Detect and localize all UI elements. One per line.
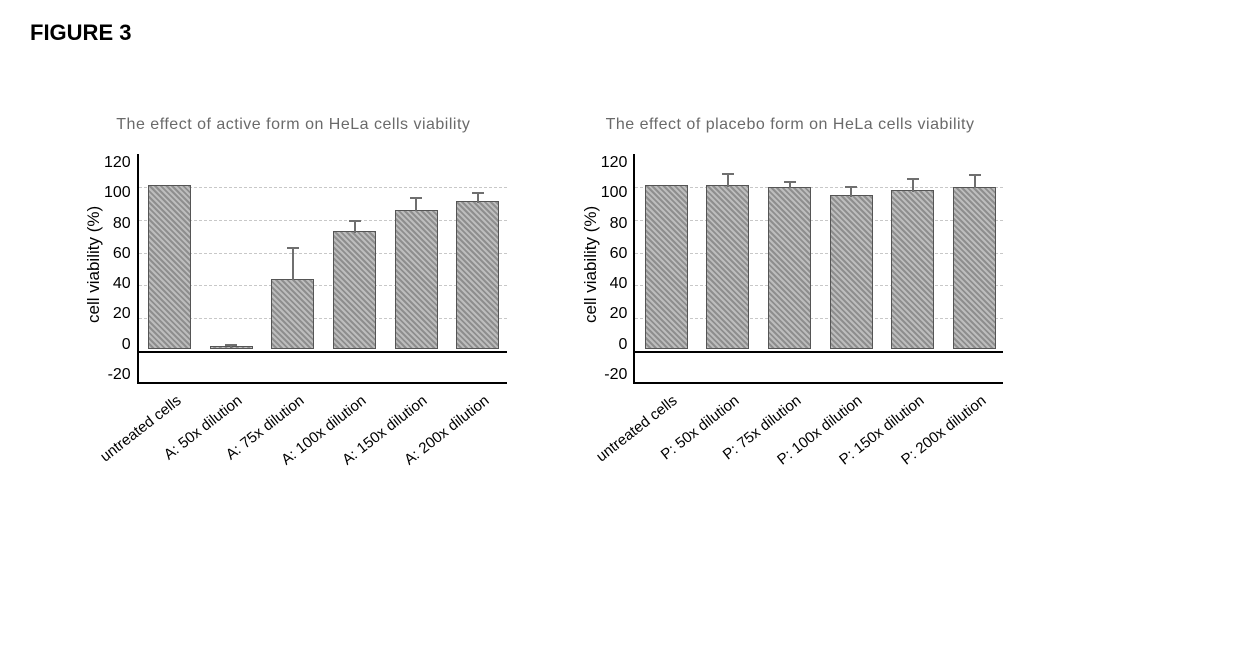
- bar: [830, 195, 873, 349]
- y-axis-label: cell viability (%): [577, 154, 601, 384]
- plot-wrap: 120 100 80 60 40 20 0 -20 untreated cellsP: 50x…: [601, 154, 1004, 514]
- gridline: [635, 187, 1003, 188]
- chart-panel-placebo: The effect of placebo form on HeLa cells…: [577, 116, 1004, 514]
- charts-row: The effect of active form on HeLa cells …: [30, 116, 1210, 514]
- y-ticks: 120 100 80 60 40 20 0 -20: [601, 154, 634, 384]
- x-ticks: untreated cellsA: 50x dilutionA: 75x dil…: [137, 384, 507, 514]
- error-bar: [292, 248, 294, 281]
- chart-body: cell viability (%) 120 100 80 60 40 20 0 -20 un…: [577, 154, 1004, 514]
- y-tick-label: 20: [601, 305, 628, 323]
- plot-wrap: 120 100 80 60 40 20 0 -20 untreated cellsA: 50x…: [104, 154, 507, 514]
- error-bar: [974, 175, 976, 188]
- error-bar: [850, 187, 852, 197]
- error-cap: [287, 247, 299, 249]
- y-tick-label: 20: [104, 305, 131, 323]
- gridline: [139, 253, 507, 254]
- y-tick-label: 0: [601, 336, 628, 354]
- error-cap: [845, 186, 857, 188]
- figure-heading: FIGURE 3: [30, 20, 1210, 46]
- bar: [395, 210, 438, 350]
- bar: [271, 279, 314, 350]
- error-cap: [907, 178, 919, 180]
- axis-row: 120 100 80 60 40 20 0 -20: [601, 154, 1004, 384]
- y-tick-label: -20: [601, 366, 628, 384]
- x-ticks: untreated cellsP: 50x dilutionP: 75x dil…: [633, 384, 1003, 514]
- error-bar: [415, 198, 417, 211]
- y-tick-label: 100: [104, 184, 131, 202]
- gridline: [139, 285, 507, 286]
- bar: [891, 190, 934, 349]
- bar: [953, 187, 996, 350]
- y-tick-label: 120: [601, 154, 628, 172]
- y-tick-label: 120: [104, 154, 131, 172]
- bar: [645, 185, 688, 349]
- error-cap: [225, 344, 237, 346]
- y-tick-label: -20: [104, 366, 131, 384]
- error-bar: [912, 179, 914, 192]
- bar: [456, 201, 499, 349]
- gridline: [139, 187, 507, 188]
- bar: [148, 185, 191, 349]
- error-cap: [969, 174, 981, 176]
- y-tick-label: 80: [104, 215, 131, 233]
- y-tick-label: 0: [104, 336, 131, 354]
- chart-title: The effect of placebo form on HeLa cells…: [606, 116, 975, 134]
- bar: [768, 187, 811, 350]
- error-cap: [722, 173, 734, 175]
- chart-title: The effect of active form on HeLa cells …: [116, 116, 470, 134]
- y-ticks: 120 100 80 60 40 20 0 -20: [104, 154, 137, 384]
- gridline: [635, 318, 1003, 319]
- gridline: [635, 285, 1003, 286]
- gridline: [139, 220, 507, 221]
- y-tick-label: 60: [601, 245, 628, 263]
- gridline: [635, 253, 1003, 254]
- y-tick-label: 100: [601, 184, 628, 202]
- y-tick-label: 40: [601, 275, 628, 293]
- error-bar: [727, 174, 729, 187]
- bar: [333, 231, 376, 349]
- gridline: [635, 220, 1003, 221]
- error-cap: [410, 197, 422, 199]
- error-cap: [349, 220, 361, 222]
- y-tick-label: 60: [104, 245, 131, 263]
- y-tick-label: 80: [601, 215, 628, 233]
- bar: [706, 185, 749, 349]
- zero-line: [139, 351, 507, 353]
- chart-body: cell viability (%) 120 100 80 60 40 20 0 -20 un…: [80, 154, 507, 514]
- bar-plot: [137, 154, 507, 384]
- error-bar: [477, 193, 479, 203]
- bar-plot: [633, 154, 1003, 384]
- y-axis-label: cell viability (%): [80, 154, 104, 384]
- chart-panel-active: The effect of active form on HeLa cells …: [80, 116, 507, 514]
- gridline: [139, 318, 507, 319]
- zero-line: [635, 351, 1003, 353]
- error-cap: [784, 181, 796, 183]
- error-cap: [472, 192, 484, 194]
- axis-row: 120 100 80 60 40 20 0 -20: [104, 154, 507, 384]
- error-bar: [354, 221, 356, 233]
- y-tick-label: 40: [104, 275, 131, 293]
